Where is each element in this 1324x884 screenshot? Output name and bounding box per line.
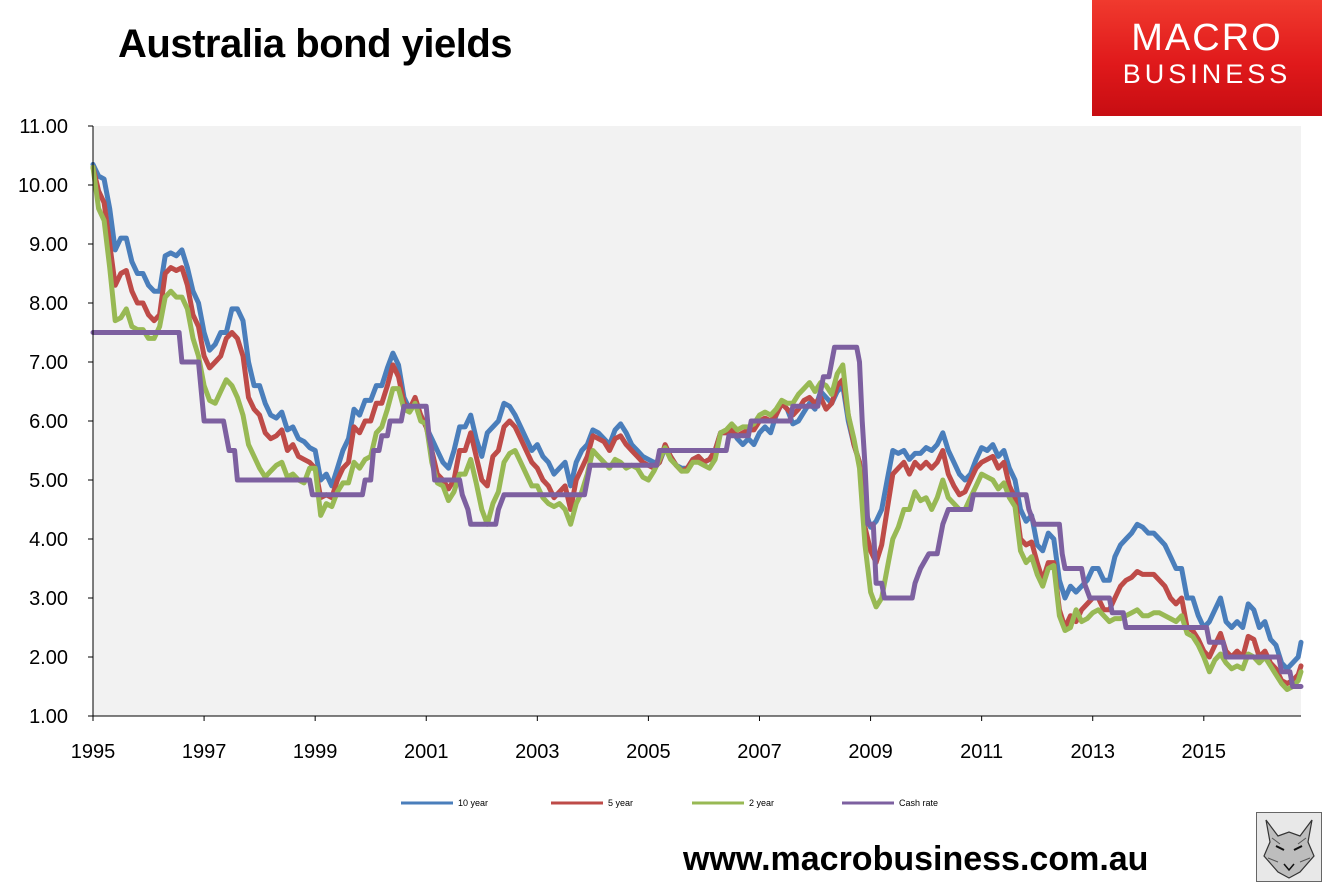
x-tick-label: 2015 xyxy=(1182,741,1227,763)
y-tick-label: 9.00 xyxy=(29,234,68,256)
y-tick-label: 1.00 xyxy=(29,706,68,728)
plot-area-background xyxy=(93,126,1301,716)
y-tick-label: 3.00 xyxy=(29,588,68,610)
legend-label-cash-rate: Cash rate xyxy=(899,798,938,808)
y-tick-label: 10.00 xyxy=(18,175,68,197)
x-tick-layer: 1995 1997 1999 2001 2003 2005 2007 2009 2011 2013… xyxy=(71,716,1226,763)
x-tick-label: 2013 xyxy=(1070,741,1115,763)
y-tick-label: 6.00 xyxy=(29,411,68,433)
y-tick-label: 7.00 xyxy=(29,352,68,374)
y-tick-label: 4.00 xyxy=(29,529,68,551)
x-tick-label: 2001 xyxy=(404,741,449,763)
chart-title: Australia bond yields xyxy=(118,22,513,66)
x-tick-label: 2007 xyxy=(737,741,782,763)
x-tick-label: 1995 xyxy=(71,741,116,763)
series-line-2-year xyxy=(90,164,1304,692)
legend-label-2-year: 2 year xyxy=(749,798,774,808)
logo-line-2: BUSINESS xyxy=(1122,59,1292,89)
legend-label-5-year: 5 year xyxy=(608,798,633,808)
logo-line-1: MACRO xyxy=(1131,17,1283,59)
x-tick-label: 2009 xyxy=(848,741,893,763)
chart-legend: 10 year 5 year 2 year Cash rate xyxy=(401,798,938,808)
x-tick-label: 2003 xyxy=(515,741,560,763)
series-line-cash-rate xyxy=(90,330,1304,689)
series-layer xyxy=(90,161,1304,692)
y-tick-label: 8.00 xyxy=(29,293,68,315)
x-tick-label: 2005 xyxy=(626,741,671,763)
series-line-5-year xyxy=(90,164,1304,686)
y-tick-label: 2.00 xyxy=(29,647,68,669)
fox-logo-icon xyxy=(1256,812,1322,882)
macrobusiness-logo: MACRO BUSINESS xyxy=(1092,0,1322,116)
x-tick-label: 1999 xyxy=(293,741,338,763)
y-tick-label: 5.00 xyxy=(29,470,68,492)
y-tick-label: 11.00 xyxy=(19,116,68,138)
y-tick-layer: 1.00 2.00 3.00 4.00 5.00 6.00 7.00 8.00 9.00 10.0… xyxy=(18,116,93,728)
x-tick-label: 2011 xyxy=(960,741,1003,763)
x-tick-label: 1997 xyxy=(182,741,227,763)
legend-label-10-year: 10 year xyxy=(458,798,488,808)
website-url: www.macrobusiness.com.au xyxy=(683,840,1149,878)
